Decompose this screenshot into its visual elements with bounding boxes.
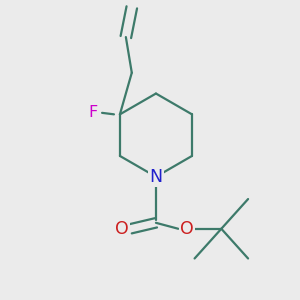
Text: N: N: [149, 168, 163, 186]
Text: F: F: [88, 105, 98, 120]
Text: O: O: [180, 220, 194, 238]
Text: O: O: [115, 220, 129, 238]
